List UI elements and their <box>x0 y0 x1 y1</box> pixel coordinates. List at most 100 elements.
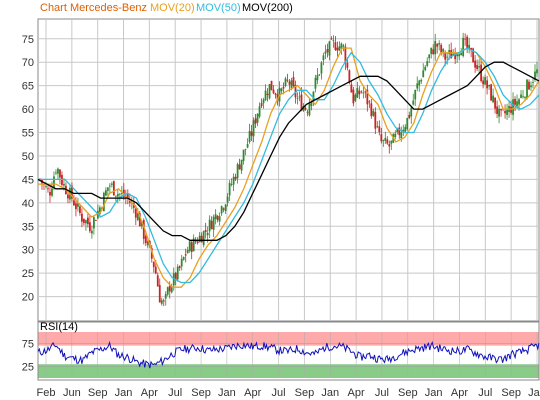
candle-body <box>244 148 247 150</box>
candle-body <box>120 192 123 194</box>
candle-body <box>478 66 481 68</box>
candle-body <box>228 182 231 196</box>
price-y-axis: 20 25 30 35 40 45 50 55 60 65 70 75 <box>22 34 34 304</box>
x-tick-label: Apr <box>348 387 365 399</box>
candle-body <box>282 86 285 89</box>
candle-body <box>280 88 283 92</box>
candle-body <box>414 89 417 100</box>
candle-body <box>398 127 401 136</box>
candle-body <box>490 84 492 101</box>
candle-body <box>336 47 339 51</box>
moving-average-line <box>38 47 540 284</box>
candle-body <box>47 188 49 190</box>
candle-body <box>474 60 477 68</box>
candle-body <box>390 140 393 144</box>
candle-body <box>158 284 161 303</box>
x-tick-label: Sep <box>295 387 315 399</box>
rsi-oversold-band <box>38 364 539 378</box>
candle-body <box>176 266 179 280</box>
candle-body <box>102 192 105 212</box>
chart-label: Chart Mercedes-Benz <box>40 2 147 14</box>
candle-body <box>360 91 363 93</box>
candle-body <box>520 94 522 98</box>
candle-body <box>268 84 271 99</box>
candle-body <box>460 53 463 56</box>
candle-body <box>458 54 461 57</box>
candle-body <box>362 92 365 94</box>
candle-body <box>480 64 483 82</box>
candle-body <box>472 48 475 63</box>
candle-body <box>354 94 357 101</box>
candle-body <box>422 70 425 78</box>
candle-body <box>376 126 379 128</box>
candle-body <box>384 137 387 141</box>
x-tick-label: Jan <box>115 387 133 399</box>
candle-body <box>206 232 209 236</box>
candle-body <box>484 77 487 85</box>
candle-body <box>304 107 307 110</box>
candle-body <box>73 200 75 206</box>
candle-body <box>254 118 257 124</box>
candle-body <box>218 216 221 222</box>
candle-body <box>238 164 241 170</box>
candle-body <box>79 206 81 214</box>
candle-body <box>77 203 79 207</box>
candle-body <box>294 84 297 98</box>
candle-body <box>156 275 159 287</box>
candle-body <box>470 47 473 51</box>
candle-body <box>332 40 335 42</box>
candle-body <box>248 130 251 143</box>
candle-body <box>226 196 229 203</box>
candle-body <box>204 230 207 232</box>
legend-mov200: MOV(200) <box>242 2 293 14</box>
candle-body <box>462 37 465 56</box>
candle-body <box>230 184 233 185</box>
candle-body <box>146 241 149 246</box>
candle-body <box>260 103 263 107</box>
candle-body <box>326 49 329 53</box>
candle-body <box>426 61 429 66</box>
rsi-y-tick-label: 25 <box>22 362 34 374</box>
candle-body <box>348 70 351 83</box>
candle-body <box>45 186 47 187</box>
candle-body <box>330 38 333 40</box>
candle-body <box>420 79 423 82</box>
candle-body <box>368 101 371 103</box>
candle-body <box>436 43 439 47</box>
candle-body <box>75 203 77 210</box>
candle-body <box>198 235 201 242</box>
candle-body <box>320 62 323 74</box>
candle-body <box>434 41 437 55</box>
candle-body <box>134 208 137 218</box>
candle-body <box>210 220 213 229</box>
candle-body <box>308 103 311 116</box>
candle-body <box>442 49 445 52</box>
moving-average-line <box>38 47 540 288</box>
price-y-tick-label: 45 <box>22 174 34 186</box>
candle-body <box>296 98 299 100</box>
candle-body <box>274 93 277 95</box>
candle-body <box>150 248 153 259</box>
candle-body <box>108 185 111 187</box>
x-tick-label: Jun <box>63 387 81 399</box>
x-tick-label: Sep <box>398 387 418 399</box>
candle-body <box>83 218 85 223</box>
candle-body <box>410 107 413 117</box>
candle-body <box>416 83 419 89</box>
candle-body <box>81 213 83 222</box>
x-tick-label: Jan <box>425 387 443 399</box>
candle-body <box>404 126 407 132</box>
candle-body <box>510 106 512 113</box>
rsi-y-axis: 25 75 <box>22 339 34 374</box>
price-y-tick-label: 20 <box>22 292 34 304</box>
legend-mov50: MOV(50) <box>196 2 241 14</box>
candle-body <box>276 94 279 101</box>
x-tick-label: Jul <box>272 387 286 399</box>
candle-body <box>452 53 455 56</box>
candle-body <box>182 257 185 260</box>
candle-body <box>428 54 431 59</box>
candle-body <box>486 80 489 89</box>
candle-body <box>306 111 309 113</box>
candle-body <box>298 96 301 98</box>
candle-body <box>180 258 183 267</box>
